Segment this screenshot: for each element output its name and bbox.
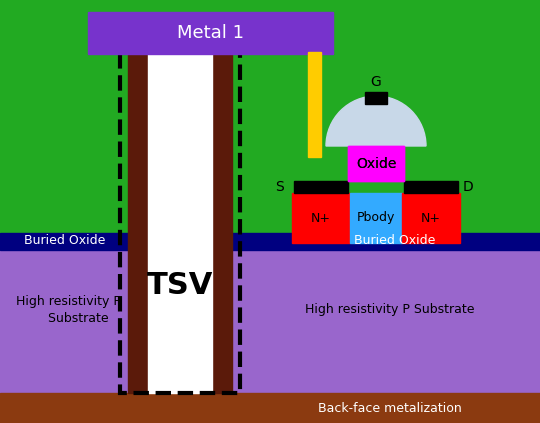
Text: Buried Oxide: Buried Oxide xyxy=(354,234,436,247)
Wedge shape xyxy=(326,96,426,146)
Bar xyxy=(292,193,350,243)
Bar xyxy=(0,245,540,393)
Bar xyxy=(404,181,458,193)
Bar xyxy=(348,146,404,181)
Text: D: D xyxy=(463,180,474,194)
Bar xyxy=(212,52,232,393)
Text: Pbody: Pbody xyxy=(357,212,395,225)
Text: Metal 1: Metal 1 xyxy=(177,24,244,42)
Text: N+: N+ xyxy=(421,212,441,225)
Text: TSV: TSV xyxy=(147,270,213,299)
Bar xyxy=(402,193,460,243)
Bar xyxy=(128,52,148,393)
Bar xyxy=(365,92,387,104)
Text: Back-face metalization: Back-face metalization xyxy=(318,401,462,415)
Text: S: S xyxy=(275,180,285,194)
Bar xyxy=(294,181,348,193)
Bar xyxy=(0,233,540,250)
Text: High resistivity P Substrate: High resistivity P Substrate xyxy=(305,303,475,316)
Bar xyxy=(148,52,212,393)
Text: Oxide: Oxide xyxy=(356,157,396,170)
Text: Buried Oxide: Buried Oxide xyxy=(24,234,106,247)
Text: Oxide: Oxide xyxy=(356,157,396,170)
Bar xyxy=(0,393,540,423)
Text: N+: N+ xyxy=(311,212,331,225)
Bar xyxy=(120,52,240,393)
Bar xyxy=(348,146,404,181)
Bar xyxy=(350,193,402,243)
Bar xyxy=(308,52,321,157)
Text: G: G xyxy=(370,75,381,89)
Text: High resistivity P
     Substrate: High resistivity P Substrate xyxy=(16,295,120,325)
Bar xyxy=(88,12,333,54)
